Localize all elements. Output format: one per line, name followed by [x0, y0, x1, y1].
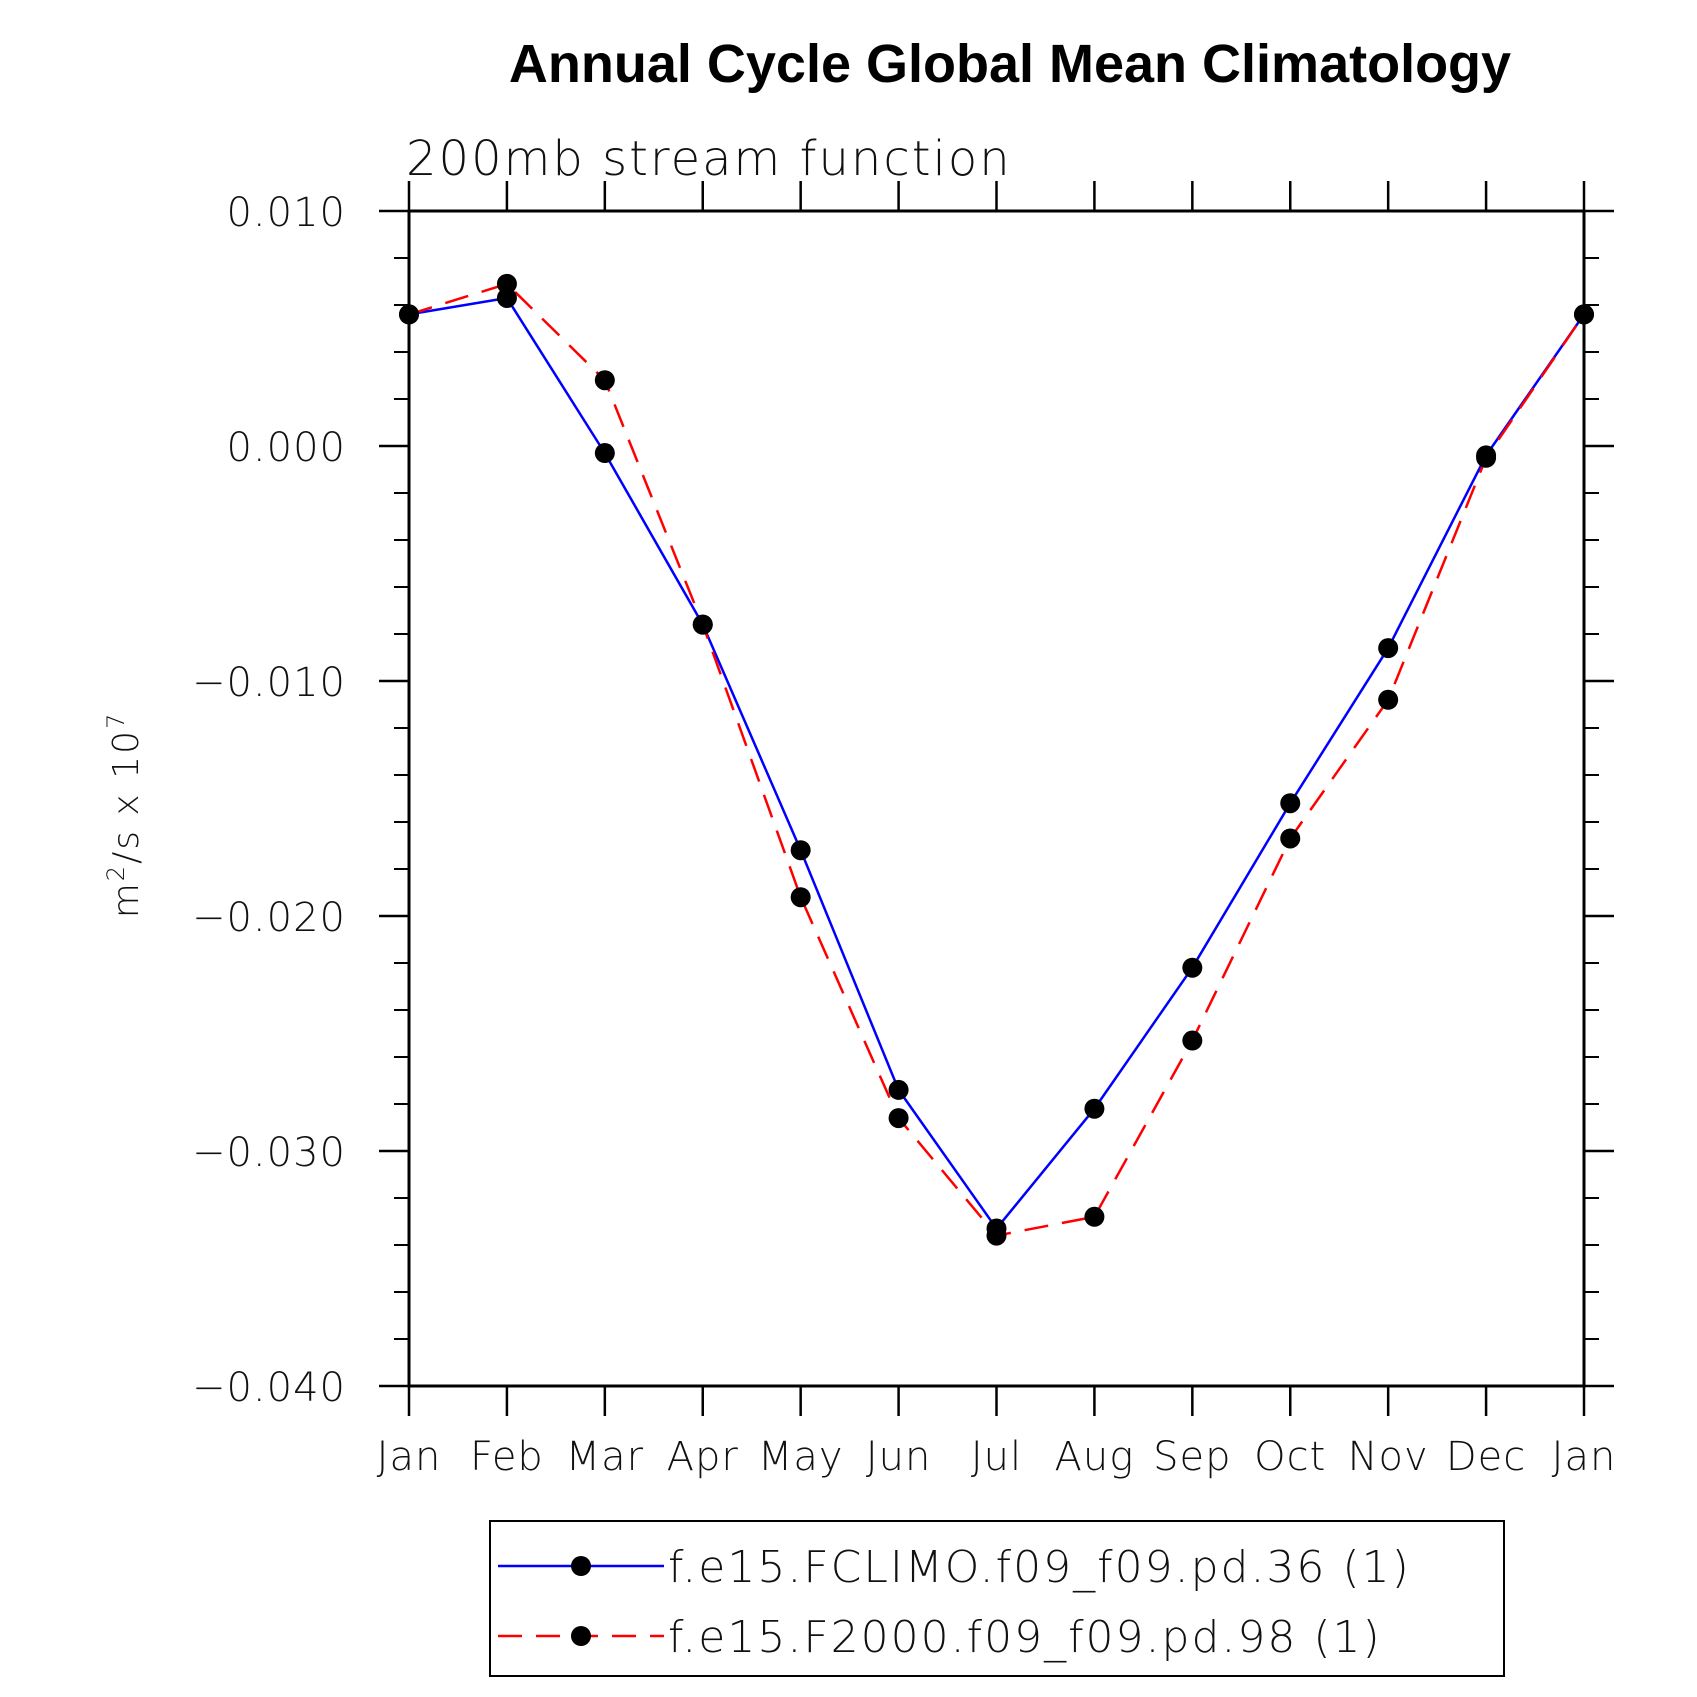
x-tick-label: Jun: [866, 1434, 932, 1480]
legend-marker-series-1: [571, 1556, 591, 1576]
series-lines: [408, 282, 1586, 1237]
x-tick-label: Jan: [377, 1434, 442, 1480]
x-tick-label: Apr: [667, 1434, 739, 1480]
plot-frame: [407, 209, 1586, 1388]
x-tick-label: Mar: [566, 1434, 644, 1480]
data-point-series-1: [1280, 793, 1301, 814]
y-axis-label-sup2: 7: [102, 712, 130, 729]
x-tick-label: Oct: [1254, 1434, 1326, 1480]
data-point-series-1: [1084, 1098, 1105, 1119]
legend-box: [489, 1520, 1505, 1677]
axis-ticks: [379, 181, 1614, 1416]
data-point-series-2: [1280, 828, 1301, 849]
data-point-series-1: [1378, 638, 1399, 659]
data-point-series-2: [888, 1108, 909, 1129]
data-point-series-2: [496, 273, 517, 294]
x-tick-labels: Jan Feb Mar Apr May Jun Jul Aug Sep Oct Nov Dec Jan: [377, 1434, 1617, 1480]
data-point-series-1: [790, 840, 811, 861]
y-axis-label-base: m: [106, 881, 147, 918]
data-point-series-2: [986, 1225, 1007, 1246]
data-point-series-1: [1182, 957, 1203, 978]
x-tick-label: Nov: [1348, 1434, 1429, 1480]
legend-label-series-2: f.e15.F2000.f09_f09.pd.98 (1): [668, 1612, 1382, 1663]
data-point-series-2: [1574, 304, 1594, 325]
x-tick-label: May: [758, 1434, 844, 1480]
x-tick-label: Sep: [1153, 1434, 1231, 1480]
chart-title: Annual Cycle Global Mean Climatology: [509, 34, 1511, 94]
data-point-series-2: [1084, 1206, 1105, 1227]
series-markers: [399, 273, 1594, 1246]
series-line-1: [408, 296, 1586, 1231]
legend-label-series-1: f.e15.FCLIMO.f09_f09.pd.36 (1): [668, 1542, 1411, 1593]
y-tick-labels: 0.010 0.000 −0.010 −0.020 −0.030 −0.040: [192, 190, 346, 1411]
series-line-2: [408, 282, 1586, 1237]
x-tick-label: Jan: [1552, 1434, 1617, 1480]
data-point-series-2: [1182, 1030, 1203, 1051]
y-axis-label-sup1: 2: [102, 864, 130, 881]
data-point-series-2: [1476, 447, 1497, 468]
legend-marker-series-2: [571, 1626, 591, 1646]
data-point-series-1: [496, 287, 517, 308]
y-tick-label: −0.030: [192, 1130, 346, 1176]
data-point-series-2: [594, 370, 615, 391]
y-tick-label: −0.020: [192, 895, 346, 941]
y-axis-label-mid: /s x 10: [106, 729, 147, 864]
y-tick-label: 0.010: [226, 190, 346, 236]
legend: f.e15.FCLIMO.f09_f09.pd.36 (1) f.e15.F20…: [489, 1520, 1505, 1677]
data-point-series-2: [692, 614, 713, 635]
data-point-series-2: [399, 304, 419, 325]
x-tick-label: Aug: [1055, 1434, 1135, 1480]
data-point-series-2: [790, 887, 811, 908]
y-axis-label: m2/s x 107: [102, 712, 147, 919]
x-tick-label: Feb: [470, 1434, 544, 1480]
data-point-series-2: [1378, 689, 1399, 710]
data-point-series-1: [594, 443, 615, 464]
x-tick-label: Jul: [971, 1434, 1022, 1480]
x-tick-label: Dec: [1446, 1434, 1526, 1480]
data-point-series-1: [888, 1079, 909, 1100]
y-tick-label: −0.010: [192, 660, 346, 706]
chart-subtitle: 200mb stream function: [406, 131, 1012, 187]
y-tick-label: 0.000: [226, 425, 346, 471]
y-tick-label: −0.040: [192, 1365, 346, 1411]
